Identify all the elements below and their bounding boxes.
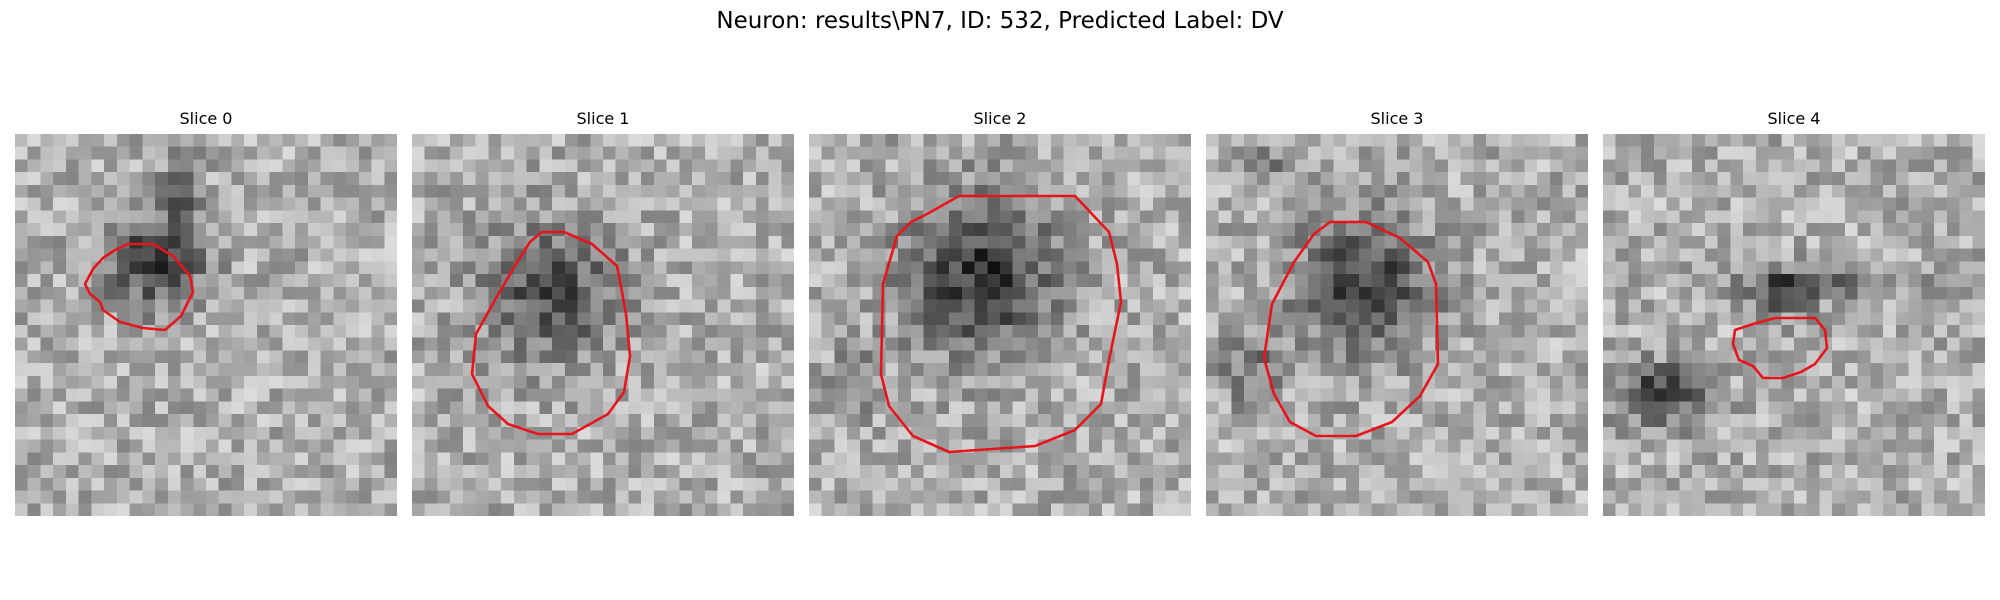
segmentation-contour [879,194,1123,454]
slice-image [412,134,794,516]
segmentation-contour [1731,316,1829,380]
segmentation-contour [1262,220,1440,438]
slice-title: Slice 0 [179,109,233,128]
slice-title: Slice 4 [1767,109,1821,128]
slice-image [15,134,397,516]
figure-title: Neuron: results\PN7, ID: 532, Predicted … [716,8,1284,34]
segmentation-contour [470,230,632,436]
segmentation-contour [83,242,195,332]
slice-title: Slice 1 [576,109,630,128]
slice-image [809,134,1191,516]
slice-title: Slice 2 [973,109,1027,128]
slice-title: Slice 3 [1370,109,1424,128]
slice-image [1603,134,1985,516]
